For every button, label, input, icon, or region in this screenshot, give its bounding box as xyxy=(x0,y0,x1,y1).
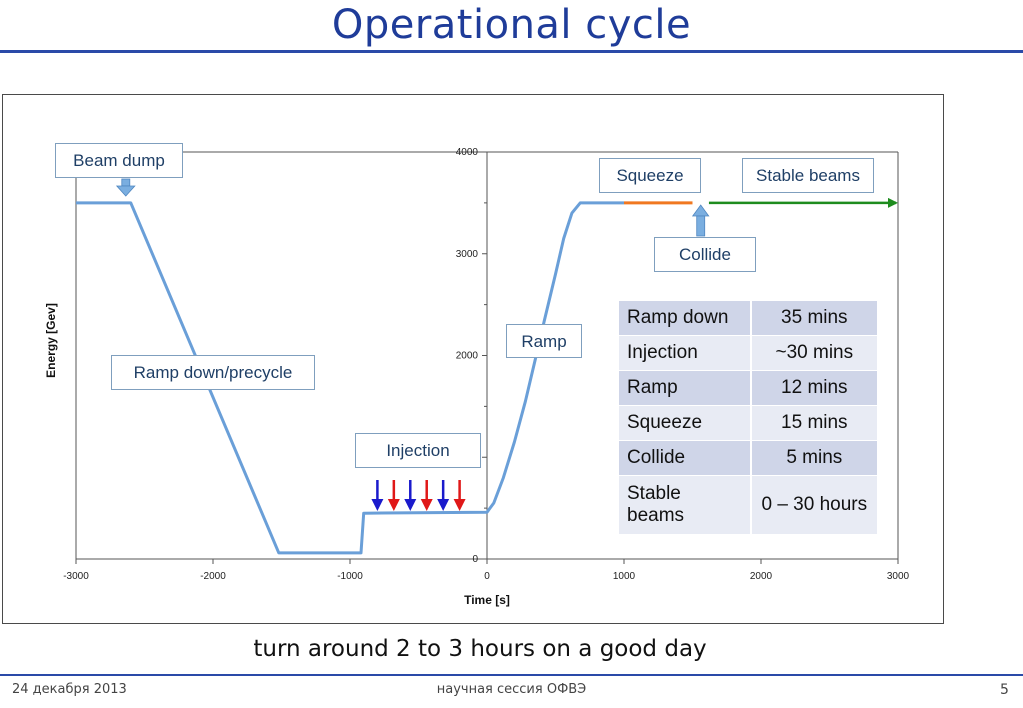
phase-cell: Injection xyxy=(619,335,751,371)
duration-cell: 15 mins xyxy=(749,405,877,441)
duration-cell: 12 mins xyxy=(749,370,877,406)
phase-cell: Squeeze xyxy=(619,405,751,441)
duration-cell: 5 mins xyxy=(749,440,877,476)
title-rule xyxy=(0,50,1023,53)
beam-dump-label: Beam dump xyxy=(55,143,183,178)
energy-time-chart: -3000-2000-10000100020003000010002000300… xyxy=(44,147,910,607)
y-axis-title: Energy [Gev] xyxy=(44,303,58,378)
collide-arrow-icon xyxy=(691,204,710,237)
squeeze-label: Squeeze xyxy=(599,158,701,193)
x-tick-label: -3000 xyxy=(63,571,89,582)
table-row: Stable beams 0 – 30 hours xyxy=(619,475,877,535)
injection-label: Injection xyxy=(355,433,481,468)
phase-cell: Ramp down xyxy=(619,301,751,336)
x-tick-label: 3000 xyxy=(887,571,910,582)
x-tick-label: 2000 xyxy=(750,571,773,582)
phase-duration-table: Ramp down 35 mins Injection ~30 mins Ram… xyxy=(619,301,877,535)
footer-rule xyxy=(0,674,1023,676)
y-tick-label: 0 xyxy=(472,554,478,565)
phase-cell: Ramp xyxy=(619,370,751,406)
ramp-label: Ramp xyxy=(506,324,582,358)
beam-dump-arrow-head xyxy=(115,185,136,197)
footer-date: 24 декабря 2013 xyxy=(12,682,127,697)
injection-arrow-icon xyxy=(371,480,384,511)
x-tick-label: -2000 xyxy=(200,571,226,582)
injection-arrow-icon xyxy=(420,480,433,511)
table-row: Injection ~30 mins xyxy=(619,335,877,371)
injection-arrow-head xyxy=(453,499,466,511)
x-axis-title: Time [s] xyxy=(464,593,510,607)
footer-center: научная сессия ОФВЭ xyxy=(436,682,587,697)
injection-arrow-icon xyxy=(404,480,417,511)
beam-dump-arrow-shaft xyxy=(121,178,131,187)
phase-cell: Stable beams xyxy=(619,475,751,535)
slide-caption: turn around 2 to 3 hours on a good day xyxy=(253,636,707,662)
y-tick-label: 4000 xyxy=(456,147,479,158)
y-tick-label: 2000 xyxy=(456,351,479,362)
energy-curve xyxy=(76,201,624,555)
injection-arrow-head xyxy=(437,499,450,511)
injection-arrow-head xyxy=(371,499,384,511)
injection-arrow-icon xyxy=(453,480,466,511)
beam-dump-arrow-icon xyxy=(115,178,136,197)
stable-beams-label: Stable beams xyxy=(742,158,874,193)
x-tick-label: -1000 xyxy=(337,571,363,582)
table-row: Ramp 12 mins xyxy=(619,370,877,406)
injection-arrow-head xyxy=(420,499,433,511)
injection-arrow-icon xyxy=(387,480,400,511)
phase-cell: Collide xyxy=(619,440,751,476)
injection-arrow-head xyxy=(387,499,400,511)
injection-arrow-icon xyxy=(437,480,450,511)
y-tick-label: 3000 xyxy=(456,249,479,260)
ramp-down-precycle-label: Ramp down/precycle xyxy=(111,355,315,390)
collide-arrow-shaft xyxy=(696,215,706,237)
duration-cell: 35 mins xyxy=(749,301,877,336)
table-row: Squeeze 15 mins xyxy=(619,405,877,441)
x-tick-label: 0 xyxy=(484,571,490,582)
collide-label: Collide xyxy=(654,237,756,272)
table-row: Collide 5 mins xyxy=(619,440,877,476)
injection-arrow-head xyxy=(404,499,417,511)
slide-title: Operational cycle xyxy=(331,2,692,48)
page-number: 5 xyxy=(1000,682,1009,698)
collide-arrow-head xyxy=(691,204,710,217)
duration-cell: ~30 mins xyxy=(749,335,877,371)
x-tick-label: 1000 xyxy=(613,571,636,582)
table-row: Ramp down 35 mins xyxy=(619,301,877,336)
duration-cell: 0 – 30 hours xyxy=(749,475,877,535)
